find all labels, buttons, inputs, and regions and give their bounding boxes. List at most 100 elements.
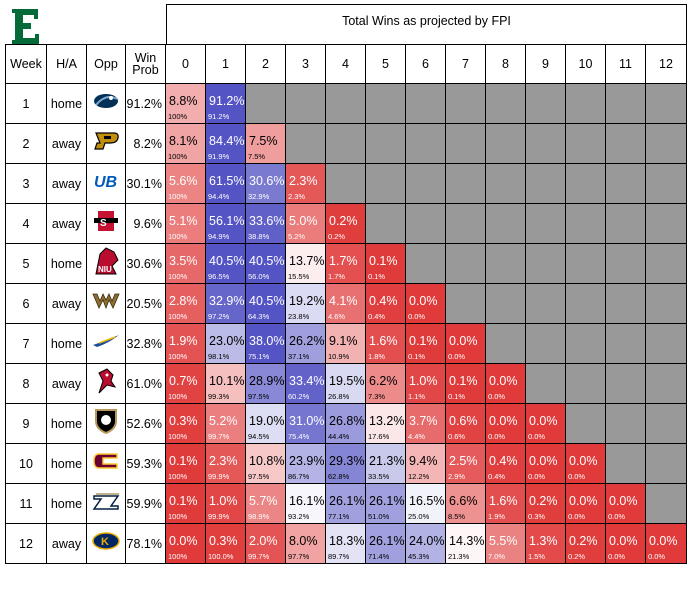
week-cell: 9 — [5, 404, 47, 444]
cumulative-value: 75.1% — [248, 352, 270, 361]
cumulative-value: 1.7% — [328, 272, 346, 281]
column-header: Week — [5, 44, 47, 84]
cumulative-value: 94.9% — [208, 232, 230, 241]
cumulative-value: 75.4% — [288, 432, 310, 441]
empty-cell — [446, 84, 486, 124]
cumulative-value: 0.2% — [568, 552, 586, 561]
cumulative-value: 51.0% — [368, 512, 390, 521]
probability-cell: 26.8% 44.4% — [326, 404, 366, 444]
probability-value: 7.5% — [249, 134, 278, 148]
probability-cell: 6.6% 8.5% — [446, 484, 486, 524]
probability-cell: 16.5% 25.0% — [406, 484, 446, 524]
cumulative-value: 94.4% — [208, 192, 230, 201]
home-away-cell: away — [47, 284, 87, 324]
opponent-cell — [87, 404, 126, 444]
empty-cell — [566, 204, 606, 244]
probability-value: 5.5% — [489, 534, 518, 548]
probability-cell: 0.1% 100% — [166, 484, 206, 524]
cumulative-value: 64.3% — [248, 312, 270, 321]
central-michigan-logo — [91, 451, 121, 476]
empty-cell — [606, 244, 646, 284]
wins-column-header: 4 — [326, 44, 366, 84]
empty-cell — [526, 364, 566, 404]
probability-cell: 8.8% 100% — [166, 84, 206, 124]
week-cell: 1 — [5, 84, 47, 124]
cumulative-value: 2.9% — [448, 472, 466, 481]
svg-text:NIU: NIU — [98, 265, 112, 274]
win-prob-cell: 32.8% — [126, 324, 166, 364]
week-cell: 7 — [5, 324, 47, 364]
probability-value: 19.2% — [289, 294, 325, 308]
probability-cell: 1.3% 1.5% — [526, 524, 566, 564]
probability-value: 1.7% — [329, 254, 358, 268]
probability-value: 1.6% — [369, 334, 398, 348]
probability-value: 4.1% — [329, 294, 358, 308]
cumulative-value: 100% — [168, 312, 188, 321]
probability-cell: 40.5% 96.5% — [206, 244, 246, 284]
probability-cell: 8.0% 97.7% — [286, 524, 326, 564]
cumulative-value: 44.4% — [328, 432, 350, 441]
empty-cell — [486, 204, 526, 244]
probability-cell: 2.3% 2.3% — [286, 164, 326, 204]
empty-cell — [446, 204, 486, 244]
probability-value: 0.1% — [369, 254, 398, 268]
probability-cell: 24.0% 45.3% — [406, 524, 446, 564]
cumulative-value: 25.0% — [408, 512, 430, 521]
probability-cell: 1.9% 100% — [166, 324, 206, 364]
empty-cell — [646, 484, 687, 524]
probability-cell: 6.2% 7.3% — [366, 364, 406, 404]
empty-cell — [606, 364, 646, 404]
probability-value: 0.4% — [489, 454, 518, 468]
cumulative-value: 100% — [168, 272, 188, 281]
cumulative-value: 0.0% — [488, 392, 506, 401]
cumulative-value: 100% — [168, 432, 188, 441]
probability-value: 0.0% — [529, 454, 558, 468]
probability-cell: 31.0% 75.4% — [286, 404, 326, 444]
cumulative-value: 0.1% — [448, 392, 466, 401]
probability-cell: 0.1% 0.1% — [446, 364, 486, 404]
probability-cell: 26.1% 77.1% — [326, 484, 366, 524]
probability-value: 2.3% — [209, 454, 238, 468]
empty-cell — [606, 284, 646, 324]
wins-column-header: 2 — [246, 44, 286, 84]
probability-value: 1.3% — [529, 534, 558, 548]
cumulative-value: 0.0% — [528, 472, 546, 481]
cumulative-value: 1.9% — [488, 512, 506, 521]
probability-value: 84.4% — [209, 134, 245, 148]
cumulative-value: 100% — [168, 192, 188, 201]
western-michigan-logo — [91, 290, 121, 317]
empty-cell — [606, 204, 646, 244]
empty-cell — [566, 364, 606, 404]
probability-value: 10.8% — [249, 454, 285, 468]
empty-cell — [566, 124, 606, 164]
probability-cell: 0.2% 0.3% — [526, 484, 566, 524]
probability-cell: 0.0% 0.0% — [566, 444, 606, 484]
cumulative-value: 77.1% — [328, 512, 350, 521]
wins-column-header: 8 — [486, 44, 526, 84]
svg-text:UB: UB — [94, 174, 117, 191]
probability-cell: 9.1% 10.9% — [326, 324, 366, 364]
probability-value: 5.7% — [249, 494, 278, 508]
probability-value: 61.5% — [209, 174, 245, 188]
probability-cell: 23.0% 98.1% — [206, 324, 246, 364]
probability-value: 23.0% — [209, 334, 245, 348]
probability-value: 6.2% — [369, 374, 398, 388]
probability-cell: 84.4% 91.9% — [206, 124, 246, 164]
kent-state-logo: K — [91, 530, 121, 557]
probability-value: 0.4% — [369, 294, 398, 308]
wins-column-header: 12 — [646, 44, 687, 84]
cumulative-value: 100% — [168, 152, 188, 161]
cumulative-value: 0.0% — [568, 472, 586, 481]
cumulative-value: 93.2% — [288, 512, 310, 521]
empty-cell — [486, 124, 526, 164]
brand-logo-area — [0, 0, 166, 44]
probability-value: 0.1% — [449, 374, 478, 388]
probability-cell: 0.1% 0.1% — [406, 324, 446, 364]
probability-value: 0.1% — [169, 494, 198, 508]
opponent-cell — [87, 484, 126, 524]
probability-value: 6.6% — [449, 494, 478, 508]
probability-value: 0.0% — [569, 454, 598, 468]
home-away-cell: home — [47, 244, 87, 284]
empty-cell — [446, 244, 486, 284]
probability-value: 9.1% — [329, 334, 358, 348]
